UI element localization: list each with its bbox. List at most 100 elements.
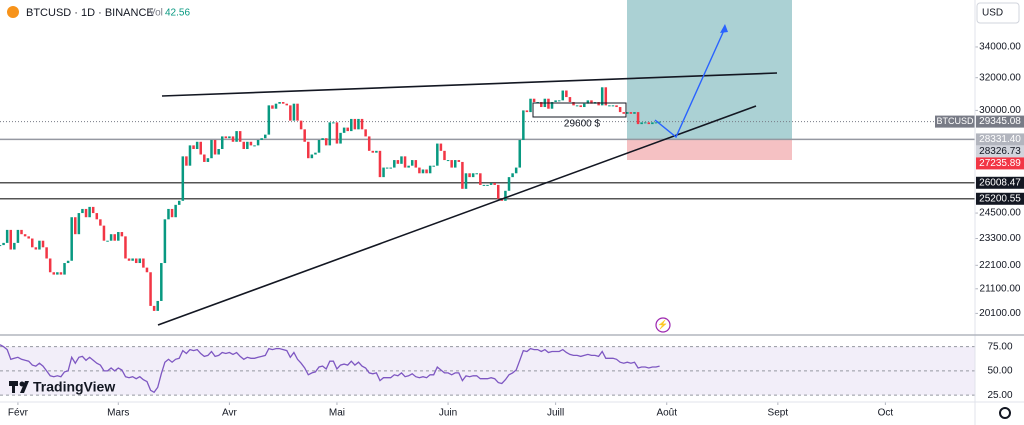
candle (120, 232, 124, 237)
candle (95, 213, 99, 220)
brand: TradingView (33, 379, 115, 395)
y-tick-label: 21100.00 (980, 283, 1021, 294)
candle (231, 136, 235, 142)
candle (185, 156, 188, 166)
brand-logo: TradingView (9, 379, 115, 395)
candle (170, 208, 174, 218)
candle (2, 242, 5, 246)
candle (289, 105, 292, 121)
candle (532, 98, 536, 103)
candle (511, 173, 514, 178)
price-label: 25200.55 (979, 193, 1021, 204)
candle (242, 141, 246, 150)
range-box (532, 102, 627, 118)
y-tick-label: 22100.00 (979, 260, 1021, 271)
candle (357, 118, 360, 130)
currency: USD (982, 8, 1003, 19)
arrow-head (720, 24, 728, 33)
candle (27, 236, 30, 239)
candle (278, 102, 281, 104)
x-tick-label: Mars (107, 408, 129, 419)
candle (217, 149, 220, 155)
candle (583, 103, 586, 108)
candle (106, 240, 109, 242)
projection-arrow (654, 27, 726, 139)
candle (324, 138, 328, 146)
candle (192, 145, 195, 150)
price-label: 29345.08 (979, 116, 1021, 127)
candle (475, 173, 479, 175)
candle (20, 229, 23, 235)
candle (210, 139, 213, 159)
y-tick-label: 25.00 (987, 390, 1012, 401)
candle (249, 141, 253, 146)
candle (389, 167, 392, 169)
candle (195, 141, 199, 150)
y-tick-label: 30000.00 (979, 105, 1021, 116)
candle (66, 260, 70, 264)
candle (131, 258, 134, 261)
candle (56, 272, 59, 275)
candle (9, 229, 13, 250)
candle (443, 150, 446, 161)
candle (360, 118, 364, 130)
candle (220, 136, 224, 150)
candle (489, 182, 493, 185)
candle (493, 182, 496, 185)
candle (364, 129, 367, 137)
x-tick-label: Sept (768, 408, 789, 419)
symbol-label-bg (935, 115, 975, 128)
candle (224, 136, 228, 139)
candle (145, 267, 149, 273)
candle (410, 160, 414, 166)
candle (350, 118, 353, 132)
candle (540, 102, 543, 108)
candle (335, 122, 339, 144)
currency-button[interactable] (976, 2, 1020, 24)
candle (633, 112, 636, 114)
candle (124, 236, 127, 259)
x-tick-label: Juin (439, 408, 457, 419)
candle (38, 240, 41, 250)
candle (514, 167, 518, 174)
settings-icon[interactable] (999, 407, 1011, 419)
candle (296, 103, 299, 121)
candle (385, 167, 389, 169)
candle (554, 100, 557, 103)
candle (432, 165, 435, 167)
candle (199, 141, 202, 155)
y-tick-label: 20100.00 (979, 308, 1021, 319)
event-icon-glyph: ⚡ (657, 318, 668, 330)
candle (88, 206, 91, 218)
candle (482, 184, 486, 186)
symbol: BTCUSD · 1D · BINANCE (26, 7, 154, 19)
candle (636, 112, 640, 125)
candle (109, 234, 113, 241)
candle (375, 150, 378, 153)
candle (274, 103, 278, 109)
candle (608, 105, 611, 107)
candle (425, 169, 428, 174)
candle (579, 105, 582, 108)
candle (314, 152, 317, 155)
candle (156, 300, 159, 311)
candle (654, 122, 658, 124)
candle (339, 132, 342, 144)
candle (23, 234, 27, 237)
candle (629, 112, 633, 114)
candle (529, 98, 532, 113)
candle (317, 139, 321, 153)
candle (167, 208, 170, 220)
candle (640, 122, 643, 125)
trendline (161, 72, 778, 97)
candle (464, 173, 468, 189)
candle (486, 184, 489, 186)
x-tick-label: Févr (8, 408, 29, 419)
price-label-bg (976, 133, 1024, 146)
candle (84, 208, 88, 218)
candle (439, 143, 443, 151)
candle (600, 87, 604, 106)
price-label-bg (976, 176, 1024, 189)
event-icon[interactable] (655, 317, 671, 333)
